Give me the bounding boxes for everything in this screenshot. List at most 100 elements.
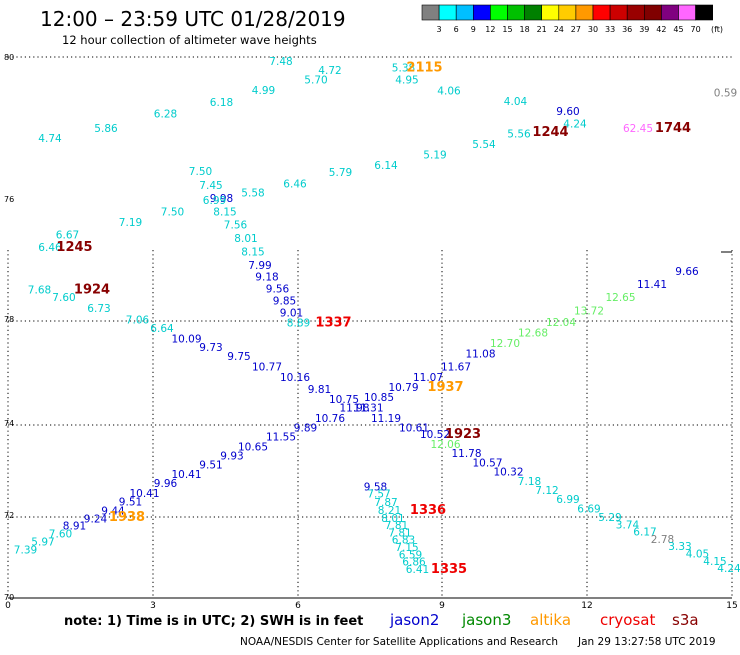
pass-time-label: 2115 xyxy=(406,61,442,76)
wave-height-label: 8.91 xyxy=(63,521,86,533)
x-tick-label: 12 xyxy=(581,601,592,611)
wave-height-label: 7.18 xyxy=(518,476,541,488)
wave-height-label: 9.24 xyxy=(84,513,108,525)
wave-height-label: 4.24 xyxy=(563,119,587,131)
wave-height-label: 7.45 xyxy=(199,180,222,192)
wave-height-label: 7.50 xyxy=(161,206,184,218)
wave-height-label: 6.28 xyxy=(154,109,177,121)
colorbar-swatch xyxy=(643,4,662,21)
wave-height-label: 9.18 xyxy=(255,272,278,284)
wave-height-label: 4.05 xyxy=(686,549,709,561)
wave-height-label: 8.21 xyxy=(378,505,401,517)
colorbar-label: 45 xyxy=(673,25,683,34)
wave-height-label: 6.46 xyxy=(38,242,62,254)
wave-height-label: 7.15 xyxy=(395,542,418,554)
wave-height-label: 7.06 xyxy=(126,315,150,327)
wave-height-label: 10.79 xyxy=(388,382,418,394)
wave-height-label: 6.14 xyxy=(374,160,398,172)
wave-height-label: 9.85 xyxy=(273,296,296,308)
wave-height-label: 7.81 xyxy=(385,520,408,532)
colorbar-swatch xyxy=(490,4,508,21)
wave-height-label: 6.46 xyxy=(283,179,307,191)
wave-height-label: 4.95 xyxy=(395,74,418,86)
map-grid xyxy=(7,56,733,599)
wave-height-label: 5.79 xyxy=(329,167,352,179)
colorbar-swatch xyxy=(626,4,645,21)
x-tick-label: 9 xyxy=(439,601,445,611)
colorbar-swatch xyxy=(455,4,474,21)
colorbar-label: 12 xyxy=(485,25,495,34)
wave-height-label: 10.41 xyxy=(171,469,201,481)
wave-height-label: 11.98 xyxy=(339,402,369,414)
wave-height-label: 4.99 xyxy=(252,85,275,97)
wave-height-label: 7.56 xyxy=(224,220,248,232)
colorbar-label: 42 xyxy=(656,25,666,34)
pass-time-labels: 2115 1244 1744 1245 1924 1337 1937 1923 1336 1938… xyxy=(56,61,691,577)
x-tick-label: 15 xyxy=(726,601,737,611)
wave-height-label: 7.99 xyxy=(248,260,271,272)
wave-height-label: 4.74 xyxy=(38,133,62,145)
wave-height-label: 6.67 xyxy=(56,230,79,242)
legend-cryosat: cryosat xyxy=(600,611,655,629)
wave-height-label: 0.59 xyxy=(714,88,737,100)
pass-time-label: 1244 xyxy=(532,125,568,140)
x-tick-label: 3 xyxy=(150,601,156,611)
wave-height-label: 10.75 xyxy=(329,394,359,406)
legend-jason2: jason2 xyxy=(389,611,439,629)
y-tick-label: 72 xyxy=(4,511,14,520)
colorbar-swatch xyxy=(592,4,611,21)
x-tick-label: 0 xyxy=(5,601,11,611)
wave-height-label: 9.56 xyxy=(266,284,290,296)
footer-note: note: 1) Time is in UTC; 2) SWH is in fe… xyxy=(64,614,363,629)
wave-height-label: 9.51 xyxy=(199,460,222,472)
wave-height-label: 9.01 xyxy=(280,307,303,319)
wave-height-label: 9.66 xyxy=(675,266,699,278)
wave-height-label: 11.19 xyxy=(371,413,401,425)
legend-jason3: jason3 xyxy=(461,611,511,629)
wave-height-label: 7.60 xyxy=(52,292,75,304)
wave-height-label: 9.73 xyxy=(199,342,222,354)
wave-height-label: 4.24 xyxy=(717,563,740,575)
wave-height-label: 10.61 xyxy=(399,422,429,434)
wave-height-label: 10.77 xyxy=(252,361,282,373)
colorbar-swatch xyxy=(575,4,594,21)
colorbar-label: 3 xyxy=(437,25,442,34)
satellite-legend: jason2 jason3 altika cryosat s3a xyxy=(389,611,699,629)
colorbar-swatch xyxy=(421,4,440,21)
legend-altika: altika xyxy=(530,611,571,629)
pass-time-label: 1937 xyxy=(427,380,463,395)
colorbar-label: 39 xyxy=(639,25,649,34)
wave-height-label: 6.83 xyxy=(392,535,415,547)
pass-time-label: 1336 xyxy=(410,503,446,518)
wave-height-label: 6.86 xyxy=(402,557,426,569)
wave-height-label: 5.19 xyxy=(423,150,446,162)
legend-s3a: s3a xyxy=(672,611,699,629)
wave-height-label: 12.70 xyxy=(490,338,520,350)
colorbar-label: 15 xyxy=(502,25,512,34)
wave-height-label: 9.81 xyxy=(308,384,331,396)
wave-height-label: 9.75 xyxy=(227,351,250,363)
wave-height-label: 10.65 xyxy=(238,441,268,453)
wave-height-label: 10.76 xyxy=(315,413,345,425)
wave-height-label: 6.59 xyxy=(399,549,422,561)
wave-height-label: 7.81 xyxy=(388,527,411,539)
pass-time-label: 1335 xyxy=(431,562,467,577)
wave-height-label: 5.97 xyxy=(31,536,54,548)
colorbar-label: 30 xyxy=(588,25,598,34)
wave-height-label: 12.68 xyxy=(518,328,548,340)
footer-timestamp: Jan 29 13:27:58 UTC 2019 xyxy=(577,636,716,648)
wave-height-label: 10.16 xyxy=(280,372,310,384)
wave-height-label: 5.58 xyxy=(241,187,264,199)
wave-height-label: 12.04 xyxy=(546,317,576,329)
colorbar-swatch xyxy=(661,4,679,21)
wave-height-label: 9.60 xyxy=(556,106,579,118)
wave-height-label: 11.67 xyxy=(441,361,471,373)
wave-height-label: 7.12 xyxy=(535,485,558,497)
wave-height-label: 7.87 xyxy=(374,497,397,509)
colorbar-swatch xyxy=(695,4,713,21)
wave-height-label: 10.32 xyxy=(493,467,523,479)
y-tick-label: 78 xyxy=(4,315,14,324)
wave-height-label: 6.18 xyxy=(210,97,233,109)
